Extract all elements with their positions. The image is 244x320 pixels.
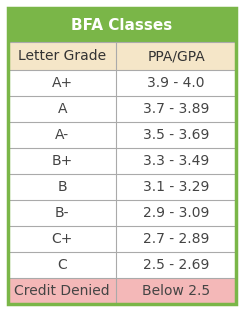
Text: 3.3 - 3.49: 3.3 - 3.49 [143,154,209,168]
Bar [116,252,236,278]
Bar [8,226,116,252]
Bar [116,96,236,122]
Text: 3.1 - 3.29: 3.1 - 3.29 [143,180,209,194]
Text: B-: B- [55,206,69,220]
Bar [116,200,236,226]
Text: A-: A- [55,128,69,142]
Bar [8,148,116,174]
Text: B+: B+ [51,154,73,168]
Text: B: B [57,180,67,194]
Text: 2.7 - 2.89: 2.7 - 2.89 [143,232,209,246]
Bar [8,96,116,122]
Text: 3.7 - 3.89: 3.7 - 3.89 [143,102,209,116]
Bar [116,148,236,174]
Text: BFA Classes: BFA Classes [71,18,173,33]
Text: Letter Grade: Letter Grade [18,49,106,63]
Text: 3.5 - 3.69: 3.5 - 3.69 [143,128,209,142]
Bar [116,122,236,148]
Text: A+: A+ [51,76,73,90]
Text: C+: C+ [51,232,73,246]
Text: 3.9 - 4.0: 3.9 - 4.0 [147,76,205,90]
Bar [8,252,116,278]
Bar [116,278,236,304]
Text: C: C [57,258,67,272]
Text: 2.5 - 2.69: 2.5 - 2.69 [143,258,209,272]
Bar [8,122,116,148]
Bar [116,70,236,96]
Bar [116,226,236,252]
Bar [8,278,116,304]
Bar [8,174,116,200]
Text: Credit Denied: Credit Denied [14,284,110,298]
Text: 2.9 - 3.09: 2.9 - 3.09 [143,206,209,220]
Text: PPA/GPA: PPA/GPA [147,49,205,63]
Bar [8,200,116,226]
Bar [116,42,236,70]
Bar [8,42,116,70]
Text: Below 2.5: Below 2.5 [142,284,210,298]
Text: A: A [57,102,67,116]
Bar [8,70,116,96]
Bar [8,8,236,42]
Bar [116,174,236,200]
